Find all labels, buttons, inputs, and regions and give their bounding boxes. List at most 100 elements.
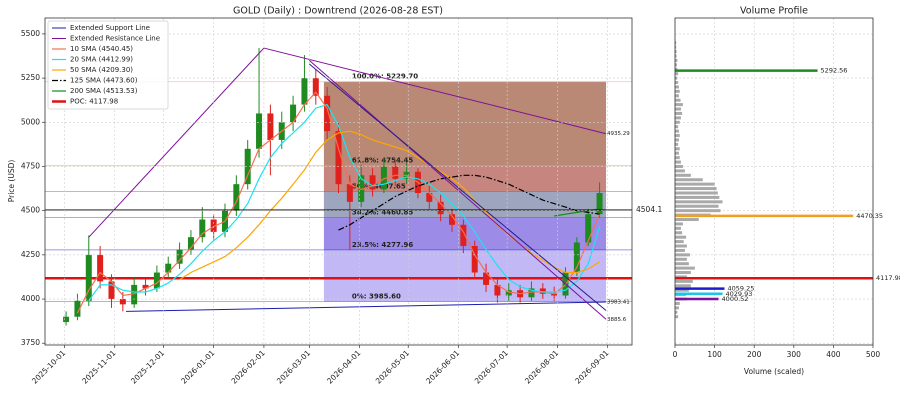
trend-end-label: 4935.29 xyxy=(607,131,630,137)
chart-title: GOLD (Daily) : Downtrend (2026-08-28 EST… xyxy=(233,6,443,17)
candle-body xyxy=(460,224,467,247)
legend-label: POC: 4117.98 xyxy=(70,98,118,106)
volume-bar xyxy=(675,169,685,173)
candle-body xyxy=(369,175,376,190)
volume-bar xyxy=(675,209,721,213)
volume-bar xyxy=(675,253,691,257)
volume-bar xyxy=(675,125,679,129)
volume-bar xyxy=(675,226,681,230)
trend-end-label: 3885.6 xyxy=(607,317,627,323)
volume-bar xyxy=(675,310,678,314)
volume-bar xyxy=(675,120,680,124)
volume-bar xyxy=(675,222,683,226)
volume-bar xyxy=(675,76,678,80)
candle-body xyxy=(380,166,387,190)
volume-highlight-label: 4470.35 xyxy=(856,212,883,220)
legend-label: Extended Resistance Line xyxy=(70,35,160,43)
candle-body xyxy=(494,284,501,296)
trend-line xyxy=(88,47,265,238)
fib-zone xyxy=(323,249,607,302)
volume-bar xyxy=(675,147,680,151)
volume-bar xyxy=(675,160,681,164)
candle-body xyxy=(233,184,240,211)
x-tick-label: 500 xyxy=(866,350,881,359)
volume-bar xyxy=(675,89,680,93)
candle-body xyxy=(426,192,433,202)
volume-bar xyxy=(675,271,691,275)
volume-bar xyxy=(675,235,687,239)
volume-bar xyxy=(675,164,683,168)
candle-body xyxy=(119,299,126,305)
volume-bar xyxy=(675,151,679,155)
y-tick-label: 3750 xyxy=(21,338,40,347)
volume-bar xyxy=(675,301,680,305)
y-tick-label: 4750 xyxy=(21,161,40,170)
volume-bar xyxy=(675,67,678,71)
volume-bar xyxy=(675,134,680,138)
candle-body xyxy=(449,214,456,225)
y-tick-label: 5250 xyxy=(21,73,40,82)
plot-area: 100.0%: 5229.70 61.8%: 4754.45 50%: 4607.6… xyxy=(45,47,632,326)
candle-body xyxy=(85,254,92,301)
candle-body xyxy=(256,113,263,149)
volume-bar xyxy=(675,41,677,45)
trend-line xyxy=(126,301,607,312)
volume-bar xyxy=(675,244,687,248)
legend-label: 50 SMA (4209.30) xyxy=(70,66,133,74)
candle-body xyxy=(244,148,251,185)
legend-label: 125 SMA (4473.60) xyxy=(70,77,138,85)
candle-body xyxy=(97,254,104,282)
volume-bar xyxy=(675,279,693,283)
volume-bar xyxy=(675,72,679,76)
volume-bar xyxy=(675,103,683,107)
volume-bar xyxy=(675,54,677,58)
volume-bar xyxy=(675,94,679,98)
candle-body xyxy=(153,272,160,289)
volume-bar xyxy=(675,315,679,319)
fib-level-label: 23.5%: 4277.96 xyxy=(352,241,414,249)
y-tick-label: 5000 xyxy=(21,117,40,126)
volume-highlight-label: 4117.98 xyxy=(876,274,900,282)
volume-bar xyxy=(675,191,718,195)
y-tick-label: 4000 xyxy=(21,294,40,303)
x-axis-label: Volume (scaled) xyxy=(744,367,804,376)
volume-bar xyxy=(675,58,678,62)
volume-bar xyxy=(675,284,691,288)
x-tick-label: 300 xyxy=(787,350,802,359)
candle-body xyxy=(199,219,206,238)
candle-body xyxy=(346,184,353,202)
candle-body xyxy=(267,113,274,140)
candle-body xyxy=(392,166,399,179)
candle-body xyxy=(358,175,365,202)
volume-bar xyxy=(675,257,687,261)
candle-body xyxy=(63,316,70,323)
sma-line xyxy=(179,130,600,281)
y-tick-label: 4500 xyxy=(21,206,40,215)
y-tick-label: 5500 xyxy=(21,29,40,38)
volume-highlight-label: 5292.56 xyxy=(821,67,848,75)
legend-label: 20 SMA (4412.99) xyxy=(70,56,133,64)
candle-body xyxy=(210,219,217,232)
volume-bar xyxy=(675,138,679,142)
candle-body xyxy=(187,237,194,250)
volume-bar xyxy=(675,173,691,177)
volume-highlight-label: 4029.93 xyxy=(726,290,753,298)
candle-body xyxy=(324,95,331,132)
volume-highlight-label: 4059.25 xyxy=(728,285,755,293)
legend-label: 200 SMA (4513.53) xyxy=(70,87,138,95)
volume-highlight-label: 4000.52 xyxy=(722,295,749,303)
x-tick-label: 400 xyxy=(826,350,841,359)
candle-body xyxy=(539,288,546,294)
fib-zone xyxy=(323,81,607,166)
trend-line xyxy=(308,60,607,320)
fib-level-label: 61.8%: 4754.45 xyxy=(352,157,414,165)
plot-frame xyxy=(674,17,874,346)
candle-body xyxy=(74,300,81,317)
volume-bar xyxy=(675,218,699,222)
volume-bar xyxy=(675,178,703,182)
volume-bar xyxy=(675,107,681,111)
volume-bar xyxy=(675,45,677,49)
x-tick-label: 200 xyxy=(747,350,762,359)
candle-body xyxy=(437,201,444,215)
